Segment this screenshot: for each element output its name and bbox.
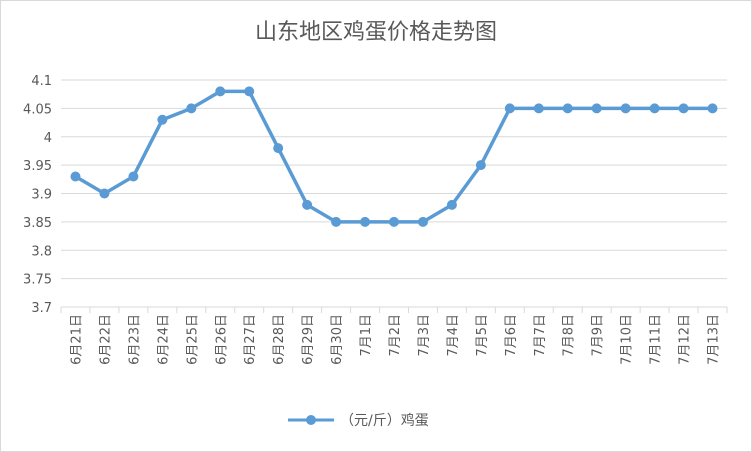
data-point — [620, 103, 631, 114]
x-tick-label: 6月23日 — [127, 314, 142, 365]
y-tick-label: 4 — [44, 131, 52, 146]
x-tick-label: 7月8日 — [562, 314, 577, 357]
x-tick-label: 7月13日 — [707, 314, 722, 365]
data-point — [678, 103, 689, 114]
data-point — [99, 188, 110, 199]
data-point — [128, 171, 139, 182]
x-tick-label: 6月26日 — [214, 314, 229, 365]
x-tick-label: 7月12日 — [678, 314, 693, 365]
x-tick-label: 7月3日 — [417, 314, 432, 357]
x-tick-label: 7月6日 — [504, 314, 519, 357]
data-point — [649, 103, 660, 114]
y-tick-label: 3.75 — [23, 273, 52, 288]
data-point — [562, 103, 573, 114]
data-point — [417, 216, 428, 227]
data-point — [157, 114, 168, 125]
x-tick-label: 7月1日 — [359, 314, 374, 357]
x-tick-label: 6月25日 — [185, 314, 200, 365]
y-tick-label: 3.8 — [31, 244, 52, 259]
x-tick-label: 6月29日 — [301, 314, 316, 365]
data-point — [389, 216, 399, 227]
x-tick-label: 6月30日 — [330, 314, 345, 365]
data-point — [707, 103, 718, 114]
data-point — [70, 171, 81, 182]
y-tick-label: 4.1 — [31, 74, 52, 89]
x-tick-label: 7月10日 — [620, 314, 635, 365]
y-tick-label: 4.05 — [23, 102, 52, 117]
y-tick-label: 3.9 — [31, 188, 52, 203]
chart-title: 山东地区鸡蛋价格走势图 — [254, 20, 497, 45]
data-point — [186, 103, 197, 114]
x-tick-label: 7月9日 — [591, 314, 606, 357]
legend-marker — [288, 415, 334, 425]
x-tick-label: 6月21日 — [69, 314, 84, 365]
data-point — [273, 143, 284, 154]
data-point — [302, 199, 313, 210]
x-tick-label: 7月11日 — [649, 314, 664, 365]
x-tick-label: 6月22日 — [98, 314, 113, 365]
data-point — [331, 216, 342, 227]
data-point — [533, 103, 544, 114]
y-tick-label: 3.7 — [31, 301, 52, 316]
legend-label: （元/斤）鸡蛋 — [340, 413, 429, 429]
x-tick-label: 7月2日 — [388, 314, 403, 357]
data-point — [504, 103, 515, 114]
data-point — [446, 199, 457, 210]
y-tick-label: 3.95 — [23, 159, 52, 174]
x-tick-label: 6月27日 — [243, 314, 258, 365]
x-tick-label: 6月24日 — [156, 314, 171, 365]
data-point — [215, 86, 226, 97]
x-tick-label: 6月28日 — [272, 314, 287, 365]
data-point — [591, 103, 602, 114]
x-tick-label: 7月4日 — [446, 314, 461, 357]
x-tick-label: 7月7日 — [533, 314, 548, 357]
y-tick-label: 3.85 — [23, 216, 52, 231]
data-point — [360, 216, 371, 227]
data-point — [244, 86, 255, 97]
data-point — [475, 160, 486, 171]
x-tick-label: 7月5日 — [475, 314, 490, 357]
series-line — [74, 89, 713, 224]
legend: （元/斤）鸡蛋 — [288, 410, 429, 430]
